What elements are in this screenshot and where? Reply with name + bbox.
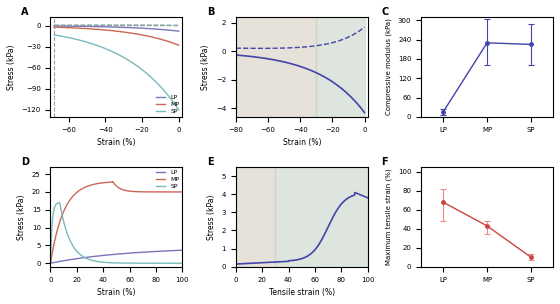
X-axis label: Strain (%): Strain (%)	[97, 138, 136, 147]
Y-axis label: Maximum tensile strain (%): Maximum tensile strain (%)	[386, 169, 393, 265]
Text: B: B	[207, 7, 214, 17]
Y-axis label: Stress (kPa): Stress (kPa)	[17, 194, 26, 240]
Y-axis label: Compressive modulus (kPa): Compressive modulus (kPa)	[386, 19, 393, 116]
Legend: LP, MP, SP: LP, MP, SP	[156, 170, 179, 189]
Text: F: F	[381, 157, 388, 167]
Text: E: E	[207, 157, 213, 167]
Y-axis label: Stress (kPa): Stress (kPa)	[207, 194, 216, 240]
Legend: LP, MP, SP: LP, MP, SP	[156, 95, 179, 114]
Bar	[316, 17, 365, 117]
X-axis label: Tensile strain (%): Tensile strain (%)	[269, 288, 335, 297]
X-axis label: Strain (%): Strain (%)	[97, 288, 136, 297]
Bar	[276, 167, 368, 267]
X-axis label: Strain (%): Strain (%)	[282, 138, 321, 147]
Y-axis label: Stress (kPa): Stress (kPa)	[7, 44, 16, 90]
Text: D: D	[21, 157, 30, 167]
Bar	[236, 167, 276, 267]
Text: C: C	[381, 7, 389, 17]
Bar	[236, 17, 316, 117]
Text: A: A	[21, 7, 29, 17]
Y-axis label: Stress (kPa): Stress (kPa)	[201, 44, 210, 90]
